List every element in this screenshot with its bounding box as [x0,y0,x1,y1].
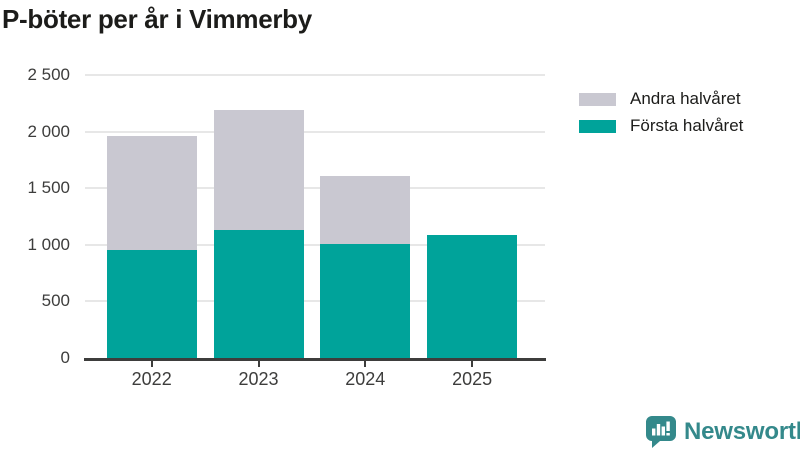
x-tick-2022 [150,361,153,367]
bar-2022-andra-halv-ret [106,136,197,251]
x-axis-line [84,358,546,361]
gridline-500 [85,300,545,303]
newsworthy-logo-text: Newsworthy [684,417,800,445]
chart-title: P-böter per år i Vimmerby [2,4,312,34]
plot-area [85,74,545,358]
x-tick-2025 [471,361,474,367]
gridline-2000 [85,130,545,133]
bar-2023-andra-halv-ret [213,110,304,230]
y-tick-label-1-000: 1 000 [27,234,70,254]
y-tick-label-500: 500 [41,291,70,311]
legend-swatch-f-rsta-halv-ret [579,119,616,133]
x-tick-label-2024: 2024 [345,369,386,389]
legend-label-andra-halv-ret: Andra halvåret [630,89,741,108]
y-tick-label-2-500: 2 500 [27,65,70,84]
x-tick-2023 [257,361,260,367]
x-tick-label-2025: 2025 [452,369,493,389]
y-tick-label-1-500: 1 500 [27,178,70,198]
newsworthy-icon [646,416,676,448]
legend: Andra halvåret Första halvåret [579,89,744,146]
bar-2022-f-rsta-halv-ret [106,250,197,358]
legend-item-f-rsta-halv-ret: Första halvåret [579,116,744,135]
legend-swatch-andra-halv-ret [579,92,616,106]
gridline-1500 [85,187,545,190]
gridline-1000 [85,243,545,246]
bar-2025-f-rsta-halv-ret [427,234,518,358]
legend-item-andra-halv-ret: Andra halvåret [579,89,743,108]
gridline-2500 [85,74,545,76]
x-tick-label-2023: 2023 [238,369,279,389]
y-tick-label-0: 0 [60,348,70,367]
bar-2023-f-rsta-halv-ret [213,229,304,358]
bar-2024-andra-halv-ret [320,175,411,244]
newsworthy-logo: Newsworthy [645,415,800,448]
legend-label-f-rsta-halv-ret: Första halvåret [630,116,744,135]
x-tick-2024 [364,361,367,367]
y-tick-label-2-000: 2 000 [27,121,70,141]
bar-2024-f-rsta-halv-ret [320,243,411,358]
x-tick-label-2022: 2022 [131,369,172,389]
